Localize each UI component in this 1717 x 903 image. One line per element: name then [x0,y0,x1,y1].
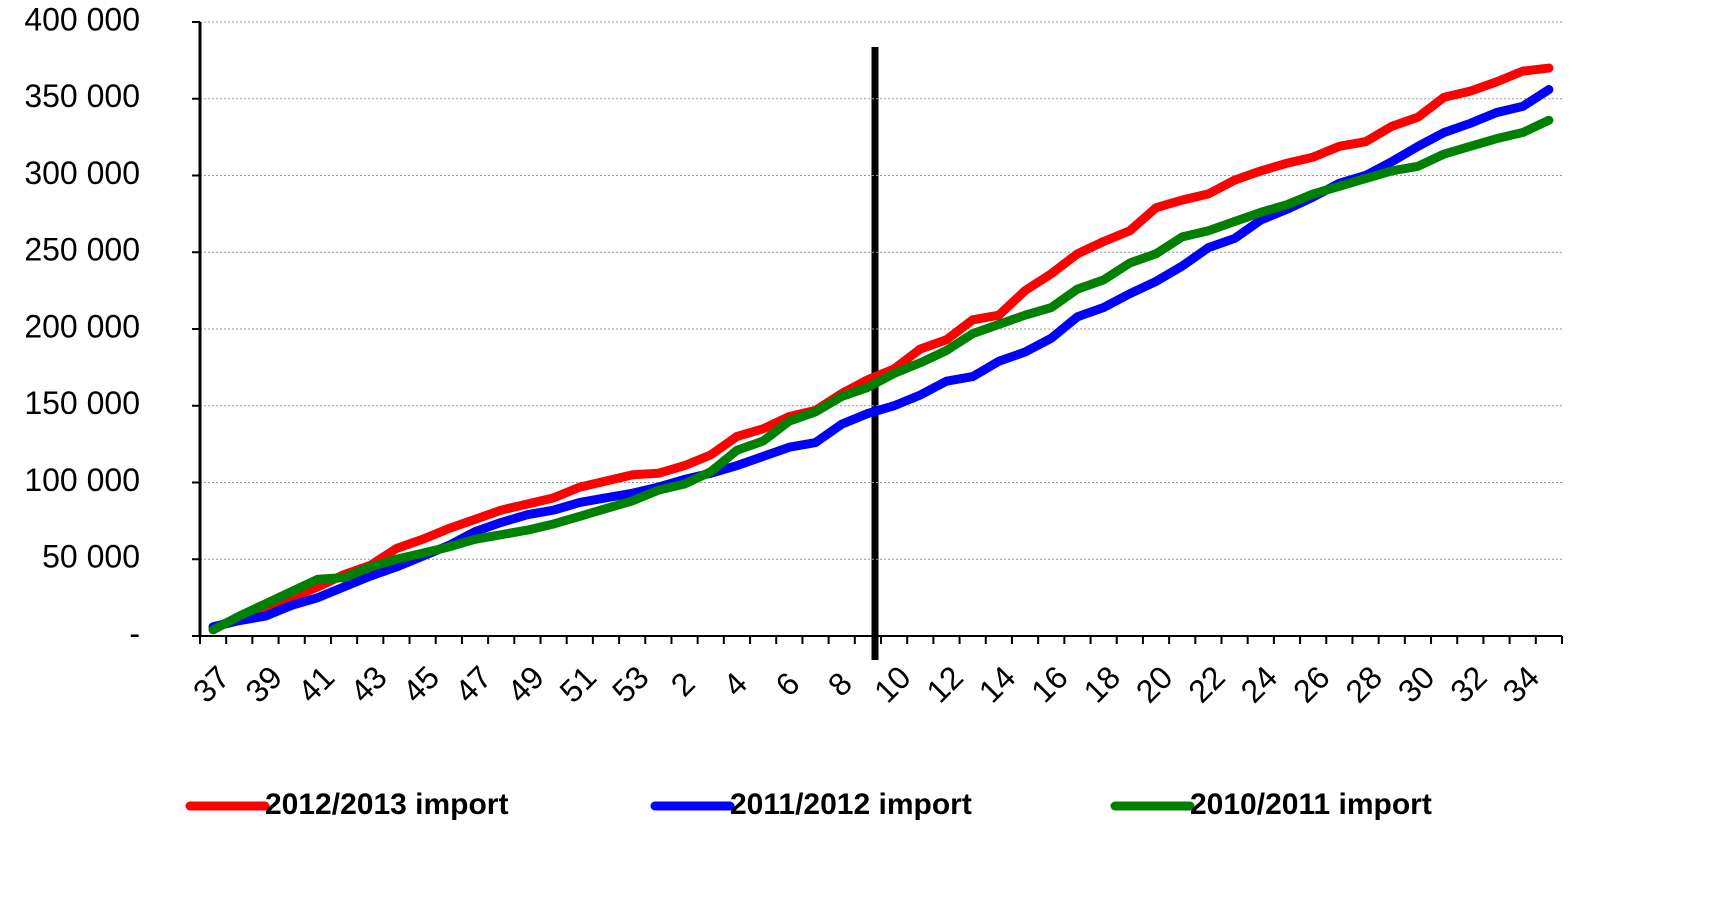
y-tick-label: 200 000 [24,308,140,344]
x-tick-label: 12 [919,659,970,710]
x-tick-label: 24 [1234,659,1285,710]
x-tick-label: 41 [291,659,342,710]
x-tick-label: 14 [972,659,1023,710]
y-tick-label: 150 000 [24,385,140,421]
x-tick-label: 8 [821,665,859,703]
x-tick-label: 16 [1024,659,1075,710]
x-tick-label: 51 [553,659,604,710]
x-tick-label: 43 [343,659,394,710]
legend-label: 2012/2013 import [265,788,508,821]
y-tick-label: 400 000 [24,1,140,37]
x-tick-label: 28 [1338,659,1389,710]
x-tick-label: 49 [500,659,551,710]
y-tick-label: - [129,615,140,651]
x-tick-label: 53 [605,659,656,710]
x-tick-label: 6 [769,665,807,703]
legend-label: 2011/2012 import [730,788,972,821]
x-tick-label: 26 [1286,659,1337,710]
x-tick-label: 20 [1129,659,1180,710]
y-tick-label: 100 000 [24,462,140,498]
y-tick-label: 350 000 [24,78,140,114]
y-tick-label: 250 000 [24,232,140,268]
y-tick-label: 50 000 [42,539,140,575]
x-tick-label: 32 [1443,659,1494,710]
x-tick-label: 34 [1496,659,1547,710]
x-tick-label: 47 [448,659,499,710]
x-tick-label: 10 [867,659,918,710]
x-tick-label: 4 [716,665,754,703]
x-tick-label: 37 [186,659,237,710]
x-tick-label: 39 [238,659,289,710]
series-line [208,115,1554,635]
x-tick-label: 30 [1391,659,1442,710]
y-tick-label: 300 000 [24,155,140,191]
x-tick-label: 18 [1077,659,1128,710]
legend-label: 2010/2011 import [1190,788,1432,821]
series-line [208,63,1554,633]
x-tick-label: 45 [396,659,447,710]
x-tick-label: 2 [664,665,702,703]
x-tick-label: 22 [1181,659,1232,710]
